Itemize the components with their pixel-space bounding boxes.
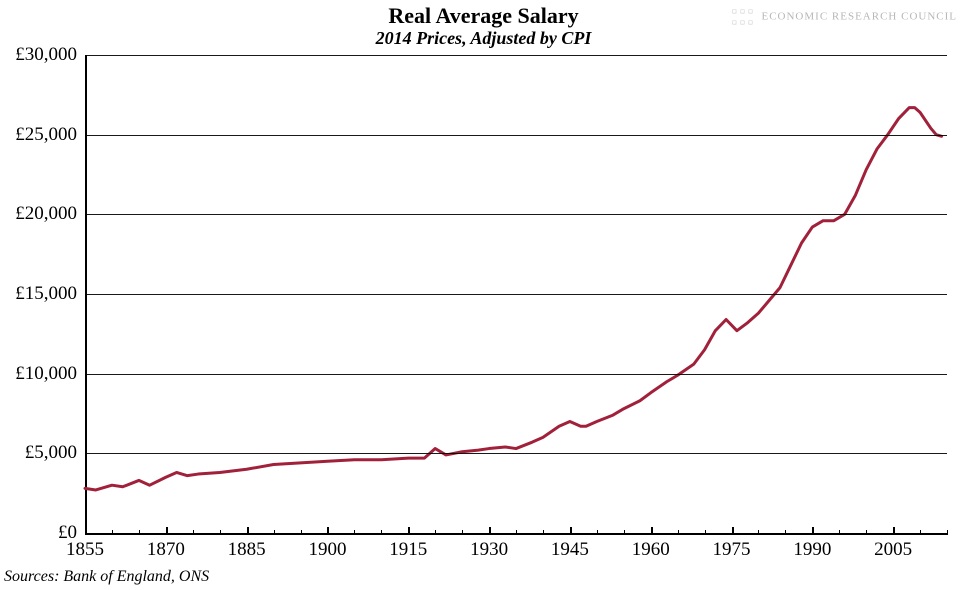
logo: ▫▫▫▫▫▫ ECONOMIC RESEARCH COUNCIL: [731, 6, 957, 28]
x-axis-label: 1960: [632, 539, 670, 561]
gridline: [85, 294, 947, 295]
x-major-tick: [247, 527, 249, 535]
logo-text: ECONOMIC RESEARCH COUNCIL: [761, 11, 957, 23]
x-minor-tick: [354, 530, 355, 535]
gridline: [85, 453, 947, 454]
x-minor-tick: [597, 530, 598, 535]
y-axis-label: £30,000: [15, 44, 77, 66]
source-note: Sources: Bank of England, ONS: [4, 568, 209, 586]
y-axis-label: £25,000: [15, 124, 77, 146]
x-minor-tick: [220, 530, 221, 535]
x-major-tick: [489, 527, 491, 535]
x-axis-label: 1930: [470, 539, 508, 561]
logo-dots-icon: ▫▫▫▫▫▫: [731, 6, 755, 28]
x-minor-tick: [785, 530, 786, 535]
gridline: [85, 214, 947, 215]
chart-subtitle: 2014 Prices, Adjusted by CPI: [0, 28, 967, 50]
y-axis-label: £15,000: [15, 283, 77, 305]
x-major-tick: [812, 527, 814, 535]
gridline: [85, 135, 947, 136]
x-minor-tick: [193, 530, 194, 535]
x-major-tick: [166, 527, 168, 535]
x-minor-tick: [920, 530, 921, 535]
x-major-tick: [327, 527, 329, 535]
x-minor-tick: [516, 530, 517, 535]
x-axis-label: 1945: [551, 539, 589, 561]
y-axis-label: £10,000: [15, 363, 77, 385]
chart-container: Real Average Salary 2014 Prices, Adjuste…: [0, 0, 967, 590]
x-minor-tick: [462, 530, 463, 535]
x-minor-tick: [624, 530, 625, 535]
gridline: [85, 55, 947, 56]
x-axis-label: 1915: [389, 539, 427, 561]
x-minor-tick: [301, 530, 302, 535]
x-minor-tick: [947, 530, 948, 535]
x-minor-tick: [381, 530, 382, 535]
x-major-tick: [85, 527, 87, 535]
x-minor-tick: [866, 530, 867, 535]
x-minor-tick: [139, 530, 140, 535]
x-major-tick: [408, 527, 410, 535]
x-axis-label: 2005: [874, 539, 912, 561]
x-axis-label: 1900: [308, 539, 346, 561]
x-minor-tick: [839, 530, 840, 535]
x-axis-label: 1990: [793, 539, 831, 561]
series-line: [85, 108, 942, 490]
x-axis-label: 1855: [66, 539, 104, 561]
x-minor-tick: [758, 530, 759, 535]
x-major-tick: [893, 527, 895, 535]
y-axis-label: £20,000: [15, 203, 77, 225]
y-axis-label: £5,000: [25, 442, 77, 464]
x-major-tick: [570, 527, 572, 535]
x-axis-label: 1870: [147, 539, 185, 561]
x-minor-tick: [274, 530, 275, 535]
plot-area: £0£5,000£10,000£15,000£20,000£25,000£30,…: [85, 55, 947, 535]
x-minor-tick: [705, 530, 706, 535]
x-minor-tick: [435, 530, 436, 535]
x-minor-tick: [678, 530, 679, 535]
x-axis-label: 1885: [228, 539, 266, 561]
x-major-tick: [732, 527, 734, 535]
x-axis-label: 1975: [713, 539, 751, 561]
gridline: [85, 374, 947, 375]
x-major-tick: [651, 527, 653, 535]
x-minor-tick: [543, 530, 544, 535]
x-minor-tick: [112, 530, 113, 535]
